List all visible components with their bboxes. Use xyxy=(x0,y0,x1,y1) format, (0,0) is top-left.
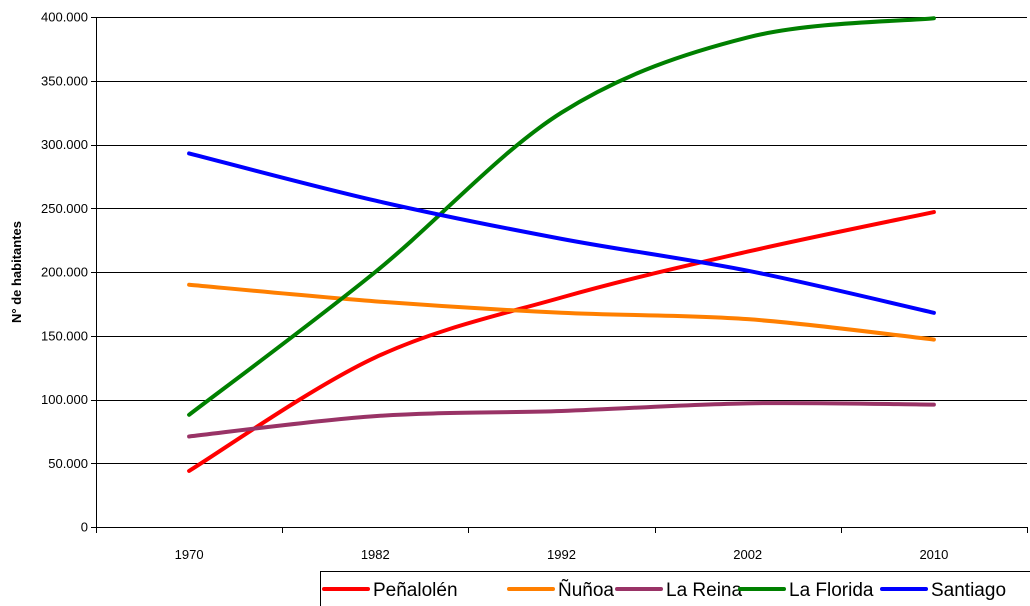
series-line-Ñuñoa xyxy=(187,282,936,342)
legend-label: Santiago xyxy=(931,580,1006,601)
x-tick-label: 1970 xyxy=(175,547,204,562)
legend-label: La Florida xyxy=(789,580,874,601)
series-line-Peñalolén xyxy=(187,210,936,473)
grid-lines xyxy=(96,17,1027,464)
y-tick-label: 350.000 xyxy=(41,73,88,88)
legend: Peñalolén Ñuñoa La Reina La Florida Santiago xyxy=(320,571,1030,606)
legend-label: Peñalolén xyxy=(373,580,458,601)
series-line-Santiago xyxy=(187,151,936,315)
legend-label: Ñuñoa xyxy=(558,579,614,601)
x-tick-label: 2002 xyxy=(733,547,762,562)
y-tick-label: 0 xyxy=(81,520,88,535)
x-tick-label: 1982 xyxy=(361,547,390,562)
y-axis-label: N° de habitantes xyxy=(9,221,24,323)
x-tick-label: 2010 xyxy=(919,547,948,562)
y-tick-labels: 0 50.000 100.000 150.000 200.000 250.000 300.0… xyxy=(41,10,88,535)
x-tick-labels: 1970 1982 1992 2002 2010 xyxy=(175,547,949,562)
y-tick-label: 100.000 xyxy=(41,392,88,407)
series-lines xyxy=(187,16,936,473)
legend-label: La Reina xyxy=(666,580,742,601)
y-tick-label: 300.000 xyxy=(41,137,88,152)
y-tick-label: 200.000 xyxy=(41,265,88,280)
y-tick-label: 400.000 xyxy=(41,10,88,25)
y-tick-label: 50.000 xyxy=(48,456,88,471)
y-tick-label: 250.000 xyxy=(41,201,88,216)
series-line-La Reina xyxy=(187,401,936,439)
axes xyxy=(91,17,1028,533)
y-tick-label: 150.000 xyxy=(41,328,88,343)
x-tick-label: 1992 xyxy=(547,547,576,562)
series-line-La Florida xyxy=(187,16,936,417)
